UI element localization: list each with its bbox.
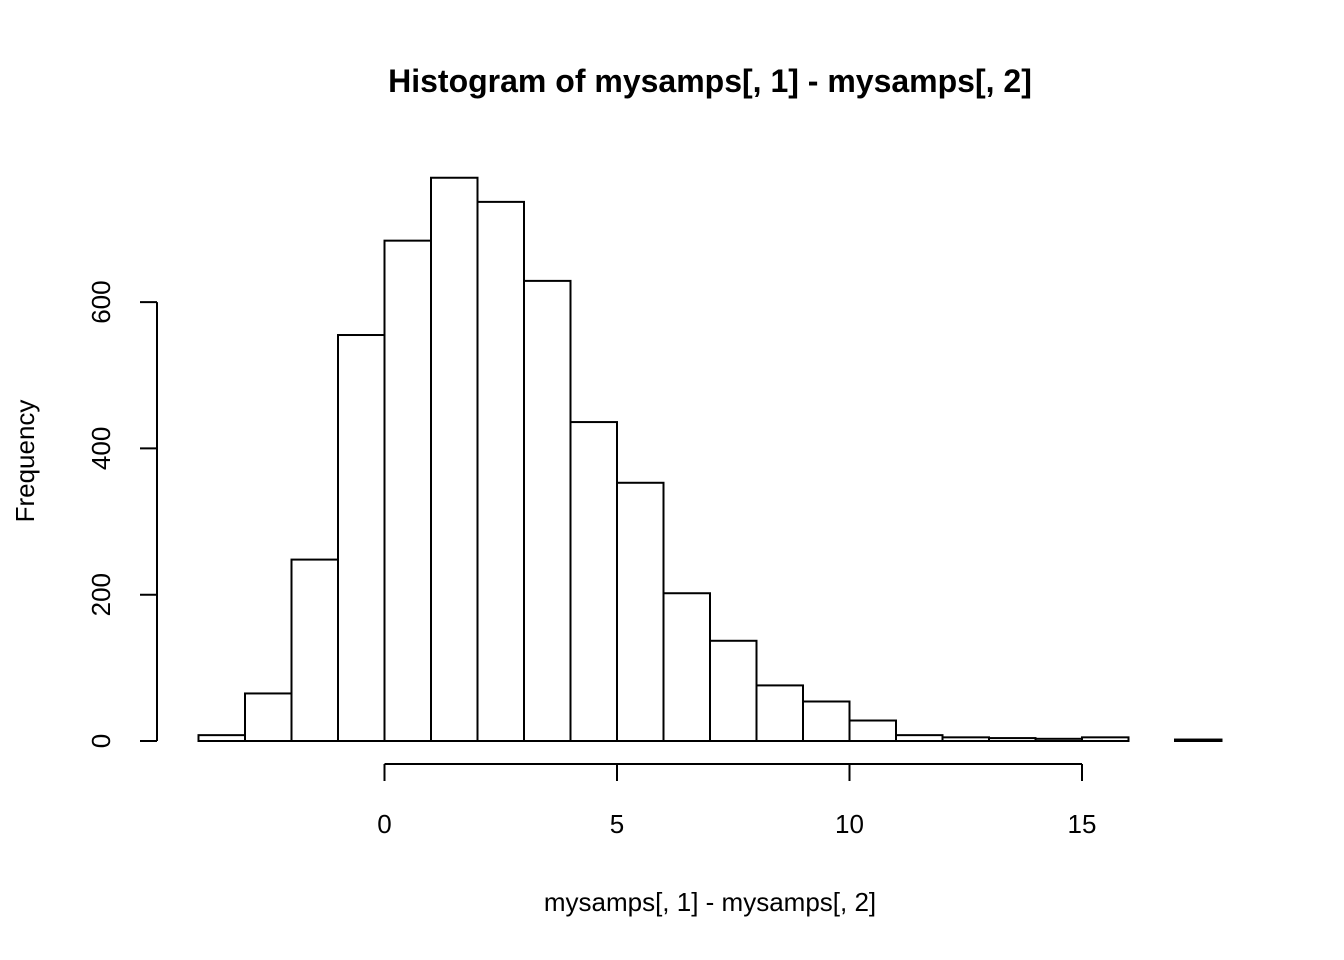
histogram-bar xyxy=(1081,736,1130,743)
histogram-bar xyxy=(1174,738,1223,742)
y-tick-label: 400 xyxy=(86,427,116,470)
histogram-bar xyxy=(337,334,386,742)
histogram-bar xyxy=(848,719,897,743)
histogram-bar xyxy=(430,176,479,742)
x-axis: 0 5 10 15 xyxy=(377,763,1097,839)
y-axis-label: Frequency xyxy=(10,400,40,523)
histogram-bar xyxy=(988,737,1037,742)
histogram-bar xyxy=(244,692,293,743)
x-tick-label: 5 xyxy=(610,809,624,839)
histogram-bar xyxy=(941,736,990,743)
y-tick-label: 200 xyxy=(86,573,116,616)
y-tick-label: 600 xyxy=(86,280,116,323)
y-tick-label: 0 xyxy=(86,734,116,748)
x-axis-label: mysamps[, 1] - mysamps[, 2] xyxy=(544,887,876,917)
histogram-bar xyxy=(1034,737,1083,742)
histogram-bar xyxy=(755,684,804,743)
histogram-bar xyxy=(476,200,525,742)
x-tick-label: 0 xyxy=(377,809,391,839)
histogram-bar xyxy=(197,734,246,743)
histogram-bar xyxy=(383,239,432,743)
histogram-bar xyxy=(662,592,711,742)
bars-group xyxy=(197,176,1223,743)
histogram-bar xyxy=(616,481,665,742)
y-axis: 0 200 400 600 xyxy=(86,280,158,748)
x-tick-label: 10 xyxy=(835,809,864,839)
histogram-bar xyxy=(802,700,851,743)
histogram-bar xyxy=(569,421,618,742)
histogram-bar xyxy=(290,558,339,743)
chart-title: Histogram of mysamps[, 1] - mysamps[, 2] xyxy=(388,63,1032,99)
histogram-bar xyxy=(709,639,758,742)
histogram-bar xyxy=(895,734,944,743)
histogram-bar xyxy=(523,279,572,742)
x-tick-label: 15 xyxy=(1068,809,1097,839)
